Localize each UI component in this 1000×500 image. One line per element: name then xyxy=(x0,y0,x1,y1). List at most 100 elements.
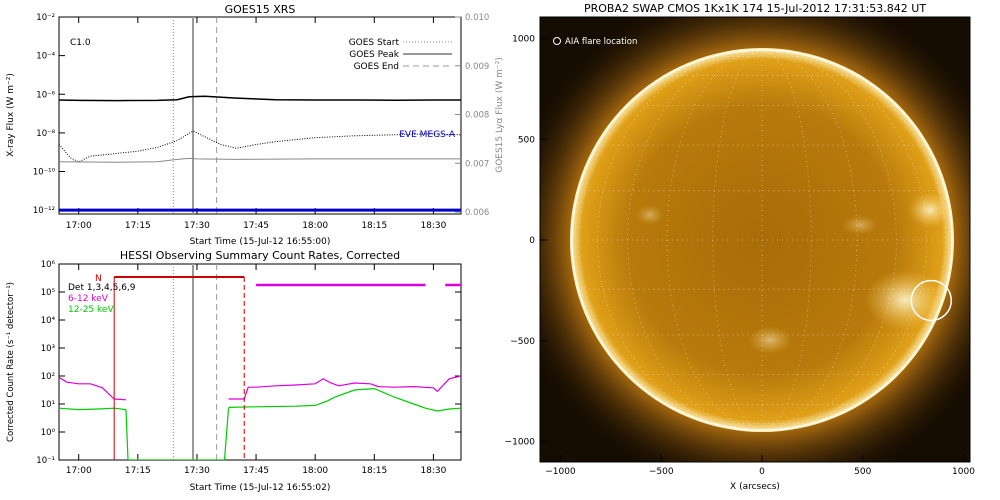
grid-longitude-line xyxy=(712,49,763,431)
swap-xtick-label: 500 xyxy=(854,467,871,477)
swap-xlabel: X (arcsecs) xyxy=(730,482,780,492)
goes-xtick-label: 17:15 xyxy=(125,221,151,231)
goes-ytick-right-label: 0.007 xyxy=(465,159,489,169)
hessi-series xyxy=(59,283,461,460)
hessi-xlabel: Start Time (15-Jul-12 16:55:02) xyxy=(190,483,331,493)
hessi-ytick-label: 10⁴ xyxy=(41,316,56,326)
goes-time-markers xyxy=(172,17,218,214)
grid-longitude-line xyxy=(761,49,897,431)
goes-panel: GOES15 XRS 17:00 17:15 17:30 17:45 18:00 18:1… xyxy=(6,3,505,247)
goes-eve-annotation: EVE MEGS-A xyxy=(399,130,456,140)
goes-ylabel: X-ray Flux (W m⁻²) xyxy=(6,73,16,157)
swap-ytick-label: −500 xyxy=(510,337,535,347)
swap-title: PROBA2 SWAP CMOS 1Kx1K 174 15-Jul-2012 1… xyxy=(584,2,926,15)
hessi-ytick-label: 10² xyxy=(41,372,55,382)
solar-limb-circle xyxy=(571,49,953,431)
hessi-ylabel: Corrected Count Rate (s⁻¹ detector⁻¹) xyxy=(6,282,16,442)
hessi-plot-frame xyxy=(58,263,462,461)
legend-goes-peak: GOES Peak xyxy=(349,50,399,60)
grid-longitude-line xyxy=(627,49,763,431)
swap-y-axis: 1000 500 0 −500 −1000 xyxy=(505,35,547,448)
hessi-night-label: N xyxy=(95,274,102,284)
flare-location-circle xyxy=(910,279,953,322)
hessi-series-12-25-segment xyxy=(228,387,461,412)
goes-xtick-label: 18:30 xyxy=(420,221,446,231)
hessi-ytick-label: 10³ xyxy=(41,344,55,354)
goes-series xyxy=(59,95,461,212)
legend-goes-start: GOES Start xyxy=(349,38,400,48)
hessi-series-12-25-segment xyxy=(125,409,129,460)
swap-image-panel: PROBA2 SWAP CMOS 1Kx1K 174 15-Jul-2012 1… xyxy=(505,2,976,492)
swap-ytick-label: 1000 xyxy=(512,35,535,45)
goes-ytick-right-label: 0.006 xyxy=(465,208,489,218)
grid-longitude-line xyxy=(761,49,812,431)
hessi-ytick-label: 10⁰ xyxy=(41,428,56,438)
hessi-y-axis: 10⁶ 10⁵ 10⁴ 10³ 10² 10¹ 10⁰ 10⁻¹ xyxy=(36,260,461,466)
goes-ytick-label: 10⁻⁶ xyxy=(36,90,55,100)
swap-xtick-label: −1000 xyxy=(545,467,576,477)
hessi-xtick-label: 18:15 xyxy=(361,466,387,476)
swap-ytick-label: 0 xyxy=(529,236,535,246)
goes-xtick-label: 17:00 xyxy=(66,221,92,231)
goes-y-axis-right: 0.010 0.009 0.008 0.007 0.006 xyxy=(455,13,489,218)
goes-series-lya xyxy=(59,157,461,163)
grid-longitude-line xyxy=(666,49,763,431)
goes-plot-frame xyxy=(58,16,462,215)
swap-xtick-label: 1000 xyxy=(952,467,975,477)
grid-longitude-line xyxy=(761,49,927,431)
hessi-legend: Det 1,3,4,5,6,9 6-12 keV 12-25 keV xyxy=(68,283,136,315)
hessi-xtick-label: 17:30 xyxy=(184,466,210,476)
legend-aia-flare: AIA flare location xyxy=(565,37,637,47)
goes-xlabel: Start Time (15-Jul-12 16:55:00) xyxy=(190,237,331,247)
hessi-series-6-12-segment xyxy=(59,376,127,401)
hessi-series-12-25-segment xyxy=(223,408,230,460)
legend-hessi-6-12: 6-12 keV xyxy=(68,294,109,304)
goes-ytick-label: 10⁻⁴ xyxy=(36,52,55,62)
hessi-ytick-label: 10⁶ xyxy=(41,260,56,270)
hessi-panel: HESSI Observing Summary Count Rates, Cor… xyxy=(6,249,462,493)
goes-ytick-label: 10⁻¹² xyxy=(33,206,55,216)
goes-ytick-label: 10⁻² xyxy=(36,13,55,23)
hessi-xtick-label: 18:00 xyxy=(302,466,328,476)
hessi-series-6-12-segment xyxy=(228,375,461,400)
hessi-ytick-label: 10¹ xyxy=(41,400,55,410)
hessi-series-12-25-segment xyxy=(59,407,127,411)
active-regions xyxy=(636,192,952,354)
goes-ytick-label: 10⁻⁸ xyxy=(36,129,55,139)
swap-ytick-label: 500 xyxy=(518,135,535,145)
legend-hessi-det: Det 1,3,4,5,6,9 xyxy=(68,283,136,293)
hessi-night-bar xyxy=(113,276,245,460)
swap-xtick-label: 0 xyxy=(759,467,765,477)
goes-xtick-label: 18:15 xyxy=(361,221,387,231)
hessi-x-axis: 17:00 17:15 17:30 17:45 18:00 18:15 18:30 xyxy=(66,264,447,476)
legend-goes-end: GOES End xyxy=(354,62,399,72)
hessi-xtick-label: 18:30 xyxy=(420,466,446,476)
goes-series-short xyxy=(59,130,461,163)
goes-legend: GOES Start GOES Peak GOES End xyxy=(349,38,452,72)
hessi-time-markers xyxy=(172,264,218,460)
goes-xtick-label: 17:30 xyxy=(184,221,210,231)
hessi-title: HESSI Observing Summary Count Rates, Cor… xyxy=(120,249,400,262)
goes-xtick-label: 17:45 xyxy=(243,221,269,231)
hessi-ytick-label: 10⁻¹ xyxy=(36,456,55,466)
heliographic-grid xyxy=(572,49,952,431)
goes-ytick-right-label: 0.009 xyxy=(465,62,489,72)
goes-ytick-right-label: 0.008 xyxy=(465,111,489,121)
hessi-ytick-label: 10⁵ xyxy=(41,288,55,298)
swap-ytick-label: −1000 xyxy=(505,438,536,448)
legend-hessi-12-25: 12-25 keV xyxy=(68,305,114,315)
hessi-xtick-label: 17:00 xyxy=(66,466,92,476)
goes-y-axis: 10⁻² 10⁻⁴ 10⁻⁶ 10⁻⁸ 10⁻¹⁰ 10⁻¹² xyxy=(33,13,65,216)
legend-circle-icon xyxy=(553,37,561,45)
grid-longitude-line xyxy=(597,49,763,431)
goes-ytick-right-label: 0.010 xyxy=(465,13,489,23)
swap-x-axis: −1000 −500 0 500 1000 xyxy=(545,455,975,477)
swap-xtick-label: −500 xyxy=(649,467,674,477)
goes-ytick-label: 10⁻¹⁰ xyxy=(33,168,56,178)
goes-flare-class: C1.0 xyxy=(70,38,91,48)
goes-xtick-label: 18:00 xyxy=(302,221,328,231)
hessi-xtick-label: 17:15 xyxy=(125,466,151,476)
goes-ylabel-right: GOES15 Lyα Flux (W m⁻²) xyxy=(495,57,505,173)
grid-longitude-line xyxy=(761,49,858,431)
